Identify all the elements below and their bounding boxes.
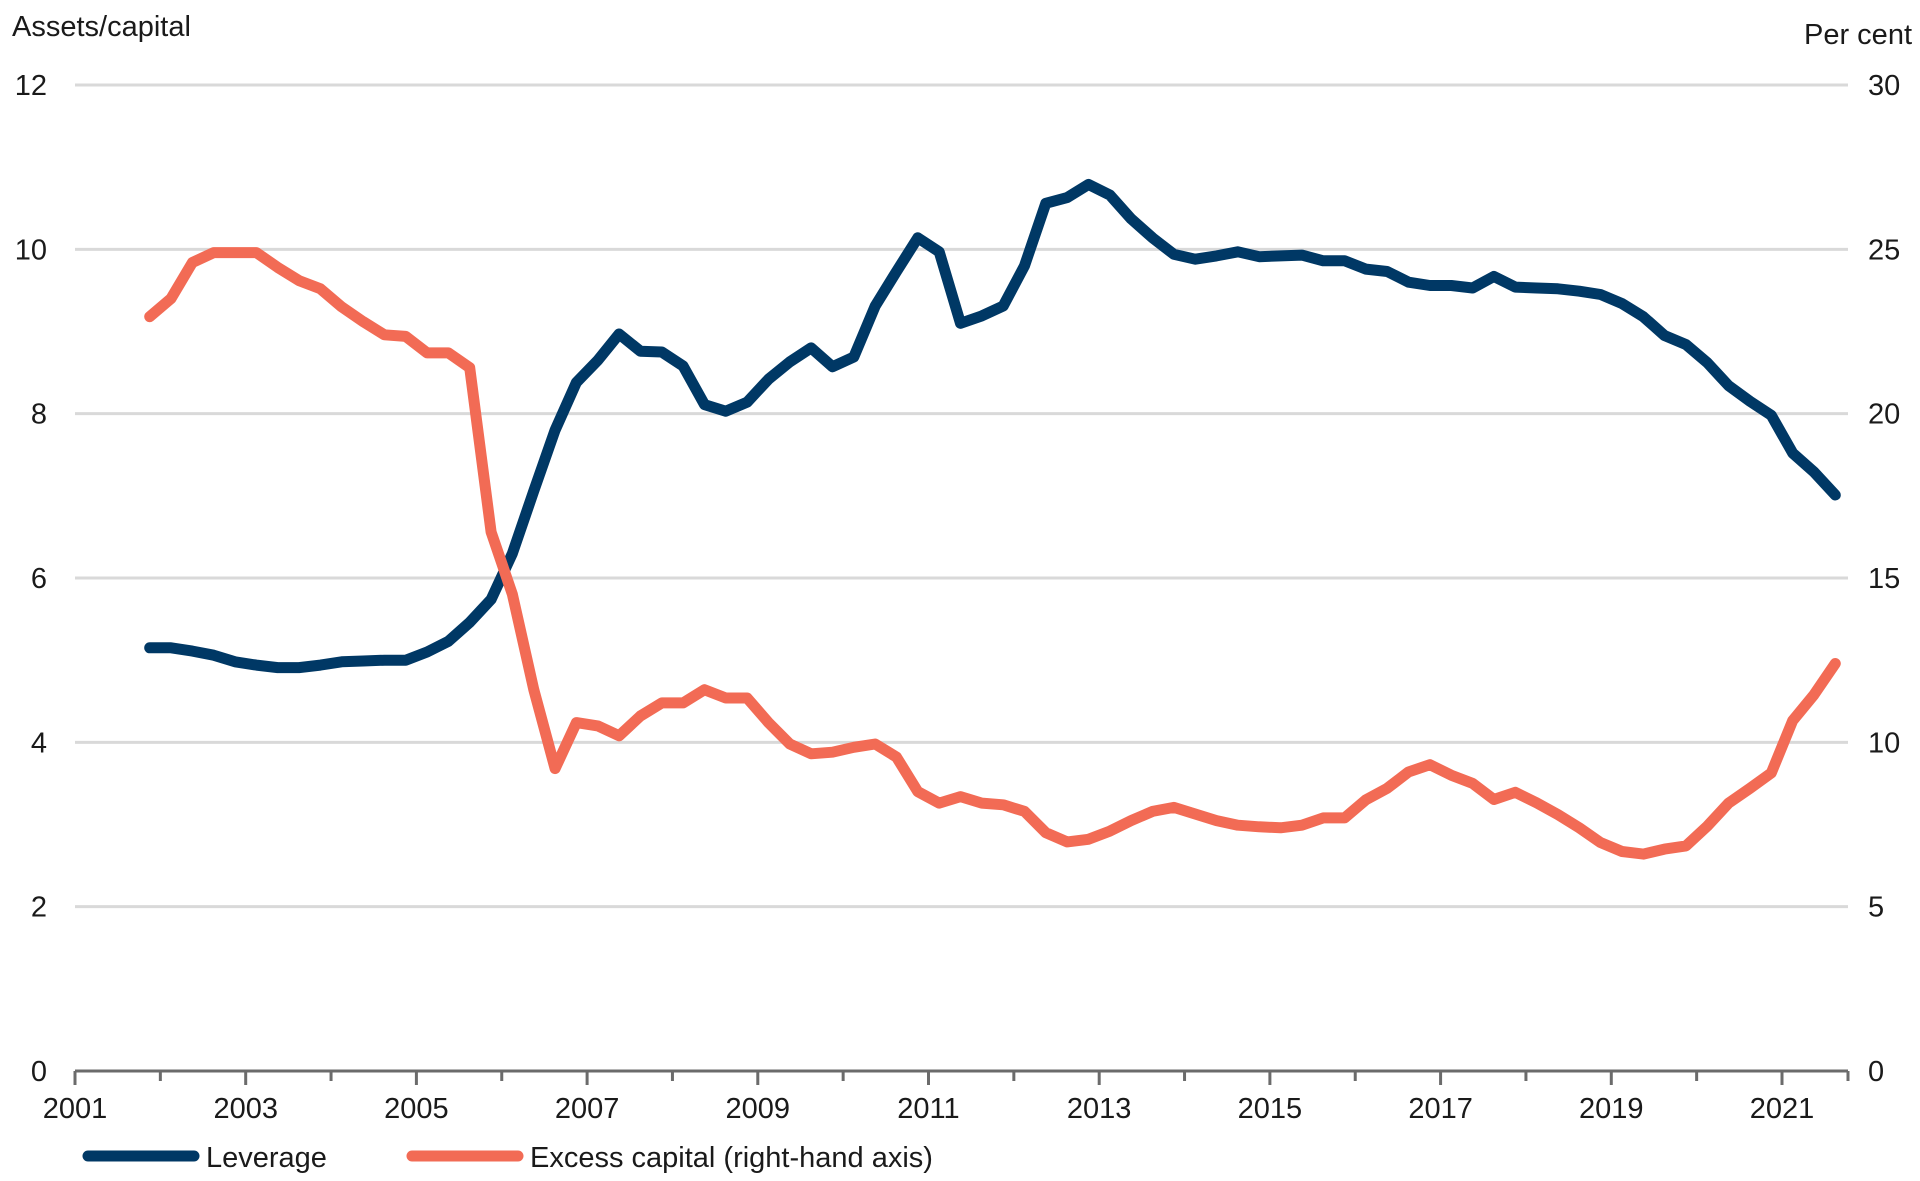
y-left-tick-label: 2: [31, 892, 47, 924]
series-line-excess-capital: [144, 247, 1841, 860]
x-tick-label: 2001: [43, 1093, 108, 1125]
y-right-tick-label: 30: [1868, 70, 1900, 102]
y-left-tick-label: 12: [15, 70, 47, 102]
x-tick-label: 2007: [555, 1093, 620, 1125]
y-left-tick-label: 10: [15, 234, 47, 266]
y-right-tick-label: 15: [1868, 563, 1900, 595]
x-tick-label: 2019: [1579, 1093, 1644, 1125]
grid-lines: [75, 83, 1848, 909]
x-tick-label: 2005: [384, 1093, 449, 1125]
series-lines: [144, 178, 1841, 860]
y-left-tick-label: 0: [31, 1056, 47, 1088]
legend-label-excess-capital: Excess capital (right-hand axis): [530, 1142, 933, 1174]
x-tick-label: 2011: [897, 1093, 959, 1125]
y-right-tick-labels: 0 5 10 15 20 25 30: [1868, 70, 1900, 1088]
y-left-tick-label: 6: [31, 563, 47, 595]
x-tick-label: 2013: [1067, 1093, 1132, 1125]
legend: Leverage Excess capital (right-hand axis…: [82, 1142, 933, 1174]
y-right-tick-label: 0: [1868, 1056, 1884, 1088]
y-left-tick-labels: 0 2 4 6 8 10 12: [15, 70, 47, 1088]
y-left-axis-title: Assets/capital: [12, 11, 191, 43]
x-tick-label: 2021: [1750, 1093, 1815, 1125]
y-right-tick-label: 5: [1868, 892, 1884, 924]
x-tick-label: 2017: [1408, 1093, 1473, 1125]
y-left-tick-label: 8: [31, 399, 47, 431]
y-right-tick-label: 20: [1868, 399, 1900, 431]
y-left-tick-label: 4: [31, 727, 47, 759]
x-tick-label: 2015: [1238, 1093, 1303, 1125]
x-axis: 2001 2003 2005 2007 2009 2011 2013 2015 2017 2019…: [43, 1069, 1850, 1125]
x-tick-label: 2003: [213, 1093, 278, 1125]
series-line-leverage: [144, 178, 1841, 674]
y-right-axis-title: Per cent: [1804, 19, 1912, 51]
legend-label-leverage: Leverage: [206, 1142, 327, 1174]
y-right-tick-label: 10: [1868, 727, 1900, 759]
y-right-tick-label: 25: [1868, 234, 1900, 266]
x-tick-label: 2009: [726, 1093, 791, 1125]
